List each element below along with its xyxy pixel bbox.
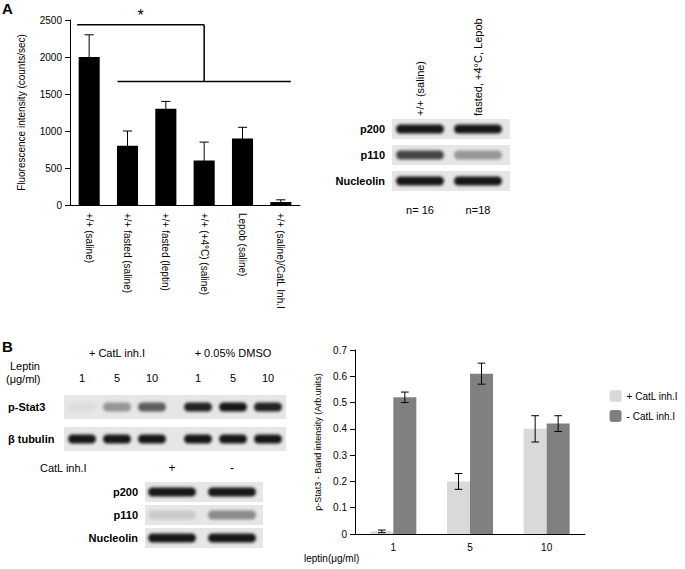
svg-text:B: B [2, 338, 13, 355]
svg-text:*: * [138, 7, 144, 24]
svg-text:1500: 1500 [40, 89, 63, 100]
svg-text:p-Stat3: p-Stat3 [8, 401, 45, 413]
svg-text:n=18: n=18 [466, 204, 491, 216]
svg-text:+/+ (saline): +/+ (saline) [84, 213, 95, 263]
svg-text:p110: p110 [114, 509, 138, 521]
svg-text:Fluorescence intensity (counts: Fluorescence intensity (counts/sec) [16, 34, 27, 191]
svg-text:(μg/ml): (μg/ml) [6, 373, 40, 385]
svg-text:p200: p200 [113, 486, 138, 498]
svg-text:+ CatL inh.I: + CatL inh.I [627, 391, 678, 402]
svg-text:+/+ (saline)/CatL Inh.I: +/+ (saline)/CatL Inh.I [275, 213, 286, 309]
svg-text:5: 5 [467, 542, 473, 553]
svg-text:2500: 2500 [40, 15, 63, 26]
svg-text:CatL inh.I: CatL inh.I [40, 462, 87, 474]
svg-text:+/+ (+4°C) (saline): +/+ (+4°C) (saline) [199, 213, 210, 295]
svg-text:Lepob (saline): Lepob (saline) [237, 213, 248, 276]
svg-text:Nucleolin: Nucleolin [88, 532, 138, 544]
svg-text:0.2: 0.2 [333, 476, 347, 487]
svg-text:β tubulin: β tubulin [8, 433, 55, 445]
svg-text:fasted, +4°C, Lepob: fasted, +4°C, Lepob [472, 18, 484, 116]
svg-text:0.7: 0.7 [333, 345, 347, 356]
svg-text:leptin(μg/ml): leptin(μg/ml) [304, 553, 359, 564]
svg-text:0.4: 0.4 [333, 423, 347, 434]
svg-text:0.1: 0.1 [333, 502, 347, 513]
svg-text:Leptin: Leptin [10, 360, 40, 372]
svg-text:10: 10 [541, 542, 553, 553]
svg-text:-: - [230, 461, 234, 475]
svg-text:+ 0.05% DMSO: + 0.05% DMSO [195, 347, 272, 359]
svg-text:0.5: 0.5 [333, 397, 347, 408]
svg-text:+/+ fasted (saline): +/+ fasted (saline) [122, 213, 133, 293]
svg-text:10: 10 [146, 372, 158, 384]
svg-text:0.6: 0.6 [333, 371, 347, 382]
svg-text:1: 1 [195, 372, 201, 384]
svg-text:10: 10 [262, 372, 274, 384]
svg-text:A: A [2, 0, 13, 17]
svg-text:p-Stat3 - Band intensity (Arb.: p-Stat3 - Band intensity (Arb.units) [313, 373, 323, 511]
svg-text:+: + [168, 461, 175, 475]
svg-text:+/+ (saline): +/+ (saline) [414, 61, 426, 116]
svg-text:p200: p200 [360, 123, 385, 135]
svg-text:+/+ fasted (leptin): +/+ fasted (leptin) [160, 213, 171, 291]
svg-text:1000: 1000 [40, 126, 63, 137]
svg-text:1: 1 [391, 542, 397, 553]
svg-text:500: 500 [45, 163, 62, 174]
svg-text:Nucleolin: Nucleolin [335, 175, 385, 187]
svg-text:0.3: 0.3 [333, 450, 347, 461]
svg-text:- CatL inh.I: - CatL inh.I [627, 411, 676, 422]
svg-text:n= 16: n= 16 [406, 204, 434, 216]
svg-text:1: 1 [79, 372, 85, 384]
svg-text:0: 0 [56, 200, 62, 211]
svg-text:2000: 2000 [40, 52, 63, 63]
svg-text:0: 0 [341, 529, 347, 540]
svg-text:5: 5 [114, 372, 120, 384]
svg-text:+ CatL inh.I: + CatL inh.I [89, 347, 145, 359]
svg-text:p110: p110 [361, 149, 385, 161]
svg-text:5: 5 [230, 372, 236, 384]
